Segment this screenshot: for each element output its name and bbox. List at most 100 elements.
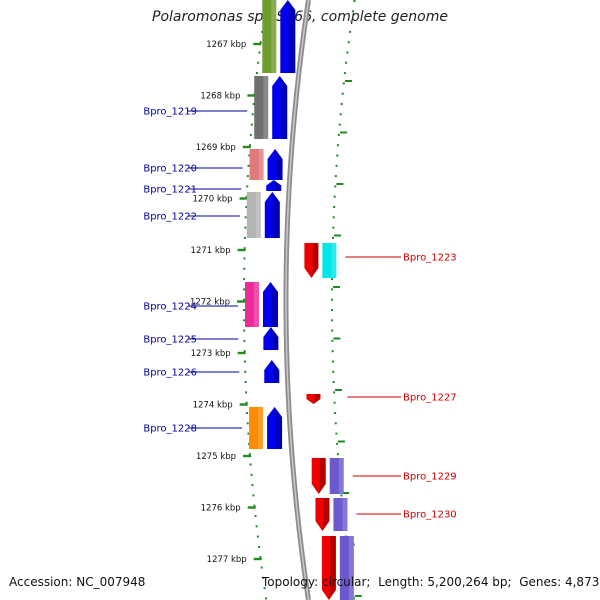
gene-arrow-forward	[266, 180, 282, 191]
gene-label-forward: Bpro_1219	[143, 107, 197, 118]
scale-dot-right	[335, 164, 338, 167]
scale-dot-right	[337, 144, 340, 147]
kbp-tick-mark	[239, 197, 248, 200]
scale-dot-right	[336, 442, 339, 445]
gene-label-reverse: Bpro_1227	[403, 393, 457, 404]
cog-block-reverse	[339, 536, 354, 600]
gene-label-forward: Bpro_1228	[143, 424, 197, 435]
cog-block-forward	[249, 149, 264, 180]
scale-dot-right	[340, 494, 343, 497]
scale-dot-left	[243, 350, 246, 353]
kbp-tick-mark	[237, 300, 246, 303]
scale-dot-right	[333, 195, 336, 198]
scale-dot-right	[337, 133, 340, 136]
gene-label-forward: Bpro_1226	[143, 368, 197, 379]
scale-dot-left	[244, 381, 247, 384]
kbp-tick-label: 1269 kbp	[196, 143, 236, 153]
cog-block-forward-shade	[258, 407, 264, 449]
cog-block-forward-shade	[258, 149, 264, 180]
cog-block-reverse-shade	[331, 243, 337, 278]
scale-dot-left	[246, 412, 249, 414]
kbp-tick-mark	[239, 403, 248, 406]
scale-dot-left	[253, 504, 256, 507]
scale-dot-right	[353, 0, 356, 2]
scale-dot-left	[265, 597, 268, 600]
gene-arrow-forward-shade	[279, 76, 288, 139]
genes-label: Genes:	[519, 575, 562, 589]
scale-dot-left	[243, 247, 246, 250]
genome-backbone-highlight	[285, 0, 310, 600]
kbp-tick-label: 1273 kbp	[191, 349, 231, 359]
gene-arrow-forward-shade	[270, 327, 279, 350]
scale-dot-left	[257, 61, 260, 64]
gene-label-forward: Bpro_1222	[143, 212, 197, 223]
scale-dot-left	[252, 494, 255, 497]
kbp-tick-label: 1270 kbp	[192, 195, 232, 205]
gene-arrow-forward	[272, 76, 288, 139]
scale-dot-left	[243, 257, 246, 260]
scale-dot-left	[246, 185, 249, 188]
scale-dot-right	[351, 10, 354, 13]
gene-arrow-forward-shade	[272, 192, 280, 238]
scale-dot-right	[353, 597, 356, 600]
gene-label-forward: Bpro_1225	[143, 335, 197, 346]
scale-dot-right	[331, 278, 334, 281]
scale-dot-left	[250, 473, 253, 476]
scale-dot-left	[245, 401, 248, 404]
cog-block-forward	[246, 192, 261, 238]
length-label: Length:	[378, 575, 424, 589]
scale-dot-right	[331, 309, 334, 311]
scale-dot-right	[331, 360, 334, 363]
scale-dot-left	[252, 103, 255, 105]
gene-arrow-reverse	[315, 498, 330, 531]
scale-dot-right	[347, 41, 350, 44]
scale-dot-left	[243, 339, 246, 342]
gene-arrow-reverse-shade	[322, 498, 330, 531]
accession-value: NC_007948	[76, 575, 146, 589]
scale-dot-right	[331, 298, 334, 301]
kbp-tick-label: 1268 kbp	[200, 92, 240, 102]
scale-dot-right	[346, 51, 349, 54]
scale-dot-left	[249, 463, 252, 466]
cog-block-forward-shade	[254, 282, 260, 327]
gene-label-forward: Bpro_1221	[143, 185, 197, 196]
scale-dot-left	[251, 113, 254, 116]
scale-dot-left	[247, 164, 250, 167]
scale-dot-right	[332, 216, 335, 219]
kbp-tick-mark	[243, 454, 252, 458]
gene-arrow-forward-shade	[270, 282, 279, 327]
scale-dot-right	[342, 82, 345, 85]
accession-info: Accession: NC_007948	[9, 575, 145, 589]
gene-arrow-reverse-shade	[311, 243, 319, 278]
scale-dot-left	[259, 41, 262, 44]
scale-dot-right	[336, 453, 339, 456]
minor-tick-mark	[333, 286, 341, 288]
gene-arrow-reverse	[311, 458, 326, 494]
cog-block-forward	[262, 0, 277, 73]
gene-arrow-forward	[267, 407, 283, 449]
scale-dot-right	[331, 236, 334, 239]
scale-dot-left	[255, 72, 258, 75]
scale-dot-left	[245, 206, 248, 208]
kbp-tick-label: 1272 kbp	[190, 298, 230, 308]
genome-stats: Topology: circular; Length: 5,200,264 bp…	[262, 575, 600, 589]
gene-arrow-reverse-shade	[318, 458, 326, 494]
minor-tick-mark	[342, 492, 350, 494]
kbp-tick-mark	[247, 506, 256, 509]
cog-block-forward	[249, 407, 264, 449]
scale-dot-right	[331, 288, 334, 291]
cog-block-reverse-shade	[349, 536, 354, 600]
gene-arrow-forward-shade	[275, 149, 283, 180]
scale-dot-left	[262, 576, 265, 579]
gene-arrow-reverse-shade	[328, 536, 336, 600]
scale-dot-left	[243, 278, 246, 281]
scale-dot-left	[246, 175, 249, 178]
genes-value: 4,873	[564, 575, 600, 589]
cog-block-forward	[245, 282, 260, 327]
gene-arrow-forward	[267, 149, 283, 180]
gene-arrow-forward-shade	[271, 360, 280, 383]
gene-label-forward: Bpro_1224	[143, 302, 197, 313]
scale-dot-left	[244, 216, 247, 219]
minor-tick-mark	[345, 80, 353, 82]
